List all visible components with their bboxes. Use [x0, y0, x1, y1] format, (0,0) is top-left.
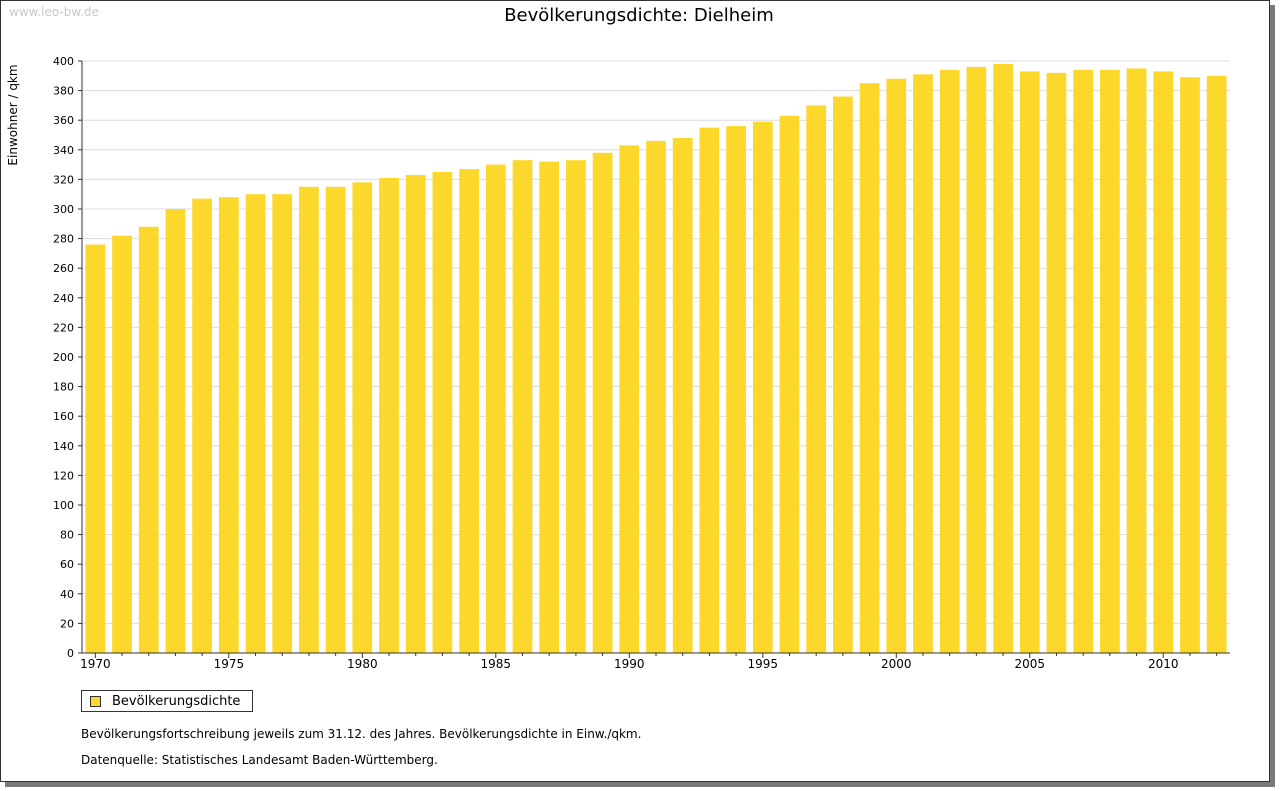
x-tick-label: 1985: [481, 657, 512, 671]
x-tick-label: 1975: [214, 657, 245, 671]
chart-title: Bevölkerungsdichte: Dielheim: [504, 5, 774, 26]
bar-1997: [806, 105, 827, 653]
y-tick-label: 100: [53, 499, 74, 512]
watermark: www.leo-bw.de: [9, 5, 99, 19]
bar-2012: [1206, 75, 1227, 654]
y-tick-label: 200: [53, 351, 74, 364]
axes: [78, 60, 1230, 658]
bar-1991: [646, 140, 666, 654]
data-source: Datenquelle: Statistisches Landesamt Bad…: [81, 753, 438, 767]
y-tick-label: 260: [53, 262, 74, 275]
bar-1976: [245, 194, 266, 653]
bar-1978: [299, 186, 319, 654]
bar-1985: [485, 164, 506, 653]
bar-1987: [539, 161, 560, 653]
y-tick-label: 360: [53, 114, 74, 127]
x-tick-label: 1990: [614, 657, 645, 671]
bar-1975: [218, 197, 239, 653]
bar-1993: [699, 127, 720, 654]
x-tick-label: 1995: [748, 657, 779, 671]
bar-1974: [192, 198, 213, 653]
bar-1996: [779, 115, 800, 653]
y-tick-label: 0: [67, 647, 74, 660]
bar-1979: [325, 186, 346, 654]
bar-1992: [672, 137, 693, 653]
y-tick-label: 380: [53, 85, 74, 98]
bar-1990: [619, 145, 640, 654]
bar-2002: [939, 69, 960, 653]
bar-1995: [752, 121, 773, 654]
bar-1988: [566, 160, 586, 653]
bar-1984: [459, 169, 479, 654]
x-tick-label: 1980: [347, 657, 378, 671]
y-tick-label: 160: [53, 410, 74, 423]
bar-1973: [165, 209, 186, 653]
y-tick-label: 40: [60, 588, 74, 601]
bar-series: [85, 63, 1227, 654]
bar-2003: [966, 66, 987, 654]
bar-1998: [833, 96, 853, 653]
bar-2006: [1046, 72, 1067, 654]
bar-1980: [352, 182, 373, 654]
bar-2011: [1180, 77, 1200, 653]
x-tick-label: 2000: [881, 657, 912, 671]
x-tick-labels: 1970 1975 1980 1985 1990 1995 2000 2005 2010: [80, 657, 1178, 671]
legend-swatch: [90, 695, 101, 707]
bar-2008: [1099, 69, 1120, 653]
bar-1994: [726, 126, 746, 654]
bar-1999: [859, 83, 880, 653]
bar-2010: [1153, 71, 1174, 654]
bar-1983: [432, 172, 453, 653]
bar-2007: [1073, 69, 1094, 653]
bar-2000: [886, 78, 907, 653]
bar-1982: [405, 174, 426, 653]
y-tick-label: 400: [53, 55, 74, 68]
chart-plot: 0 20 40 60 80 100 120 140 160 180 200 220 240 260 280 3…: [6, 55, 1230, 671]
x-tick-label: 2005: [1014, 657, 1045, 671]
y-tick-labels: 0 20 40 60 80 100 120 140 160 180 200 220 240 260 280 3…: [53, 55, 74, 660]
bar-1986: [512, 160, 533, 653]
y-tick-label: 300: [53, 203, 74, 216]
bar-1989: [592, 152, 613, 653]
bar-2001: [913, 74, 933, 653]
y-tick-label: 120: [53, 469, 74, 482]
y-axis-title: Einwohner / qkm: [6, 64, 20, 165]
y-tick-label: 80: [60, 529, 74, 542]
bar-2009: [1126, 68, 1147, 653]
bar-1970: [85, 244, 106, 653]
footnote: Bevölkerungsfortschreibung jeweils zum 3…: [81, 727, 642, 741]
y-tick-label: 320: [53, 173, 74, 186]
bar-2004: [993, 63, 1013, 653]
bar-1977: [272, 194, 293, 653]
x-tick-label: 1970: [80, 657, 111, 671]
x-tick-label: 2010: [1148, 657, 1179, 671]
y-tick-label: 220: [53, 321, 74, 334]
y-tick-label: 340: [53, 144, 74, 157]
legend-label: Bevölkerungsdichte: [112, 693, 241, 709]
y-tick-label: 240: [53, 292, 74, 305]
bar-2005: [1019, 71, 1040, 654]
bar-1971: [112, 235, 132, 653]
bar-1981: [379, 177, 399, 654]
y-tick-label: 20: [60, 617, 74, 630]
y-tick-label: 280: [53, 233, 74, 246]
y-tick-label: 180: [53, 381, 74, 394]
y-tick-label: 140: [53, 440, 74, 453]
y-tick-label: 60: [60, 558, 74, 571]
legend: Bevölkerungsdichte: [81, 690, 254, 712]
bar-1972: [138, 226, 159, 653]
